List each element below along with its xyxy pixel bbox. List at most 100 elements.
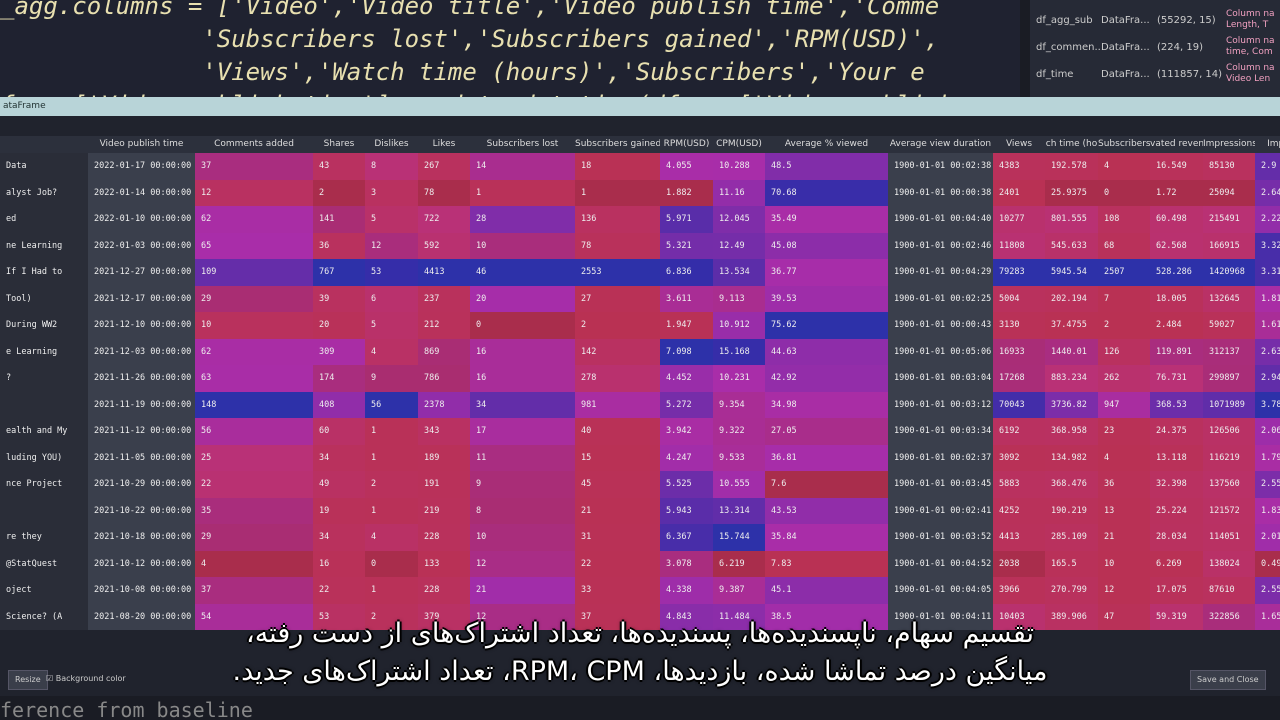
column-header[interactable]: vated reven [1150,136,1204,153]
table-cell: 6.219 [713,550,765,577]
table-cell: 1.83 [1255,497,1280,524]
table-cell: 1900-01-01 00:05:06 [888,338,993,365]
subtitle: میانگین درصد تماشا شده، بازدیدها، RPM، C… [232,656,1048,687]
table-cell: 3966 [993,577,1045,604]
column-header[interactable]: Subscribers gained [575,136,661,153]
table-cell: 37 [195,577,313,604]
table-cell: 2021-08-20 00:00:00 [88,603,195,630]
column-header[interactable]: Views [993,136,1046,153]
row-label[interactable]: ? [0,365,88,392]
table-cell: 16933 [993,338,1045,365]
row-label[interactable]: Tool) [0,285,88,312]
column-header[interactable]: Average view duration [888,136,994,153]
table-cell: 262 [1098,365,1150,392]
table-cell: 4.247 [660,444,713,471]
background-color-checkbox[interactable]: ☑ Background color [46,674,126,683]
row-label[interactable]: oject [0,577,88,604]
row-label[interactable]: ealth and My [0,418,88,445]
column-header[interactable]: Subscribers [1098,136,1151,153]
row-label[interactable]: ne Learning [0,232,88,259]
table-cell: 31 [575,524,660,551]
column-header[interactable]: Impressions [1203,136,1256,153]
save-close-button[interactable]: Save and Close [1190,670,1266,690]
table-cell: 76.731 [1150,365,1203,392]
row-label[interactable]: @StatQuest [0,550,88,577]
row-label[interactable]: nce Project [0,471,88,498]
row-label[interactable] [0,391,88,418]
column-header[interactable]: CPM(USD) [713,136,766,153]
variable-row[interactable]: time, Comme [1030,0,1280,6]
row-label[interactable]: If I Had to [0,259,88,286]
table-cell: 34 [470,391,575,418]
row-label[interactable]: Science? (A [0,603,88,630]
table-cell: 65 [195,232,313,259]
table-cell: 62.568 [1150,232,1203,259]
table-cell: 70043 [993,391,1045,418]
dialog-title: ataFrame [3,101,46,111]
column-header[interactable]: ch time (ho [1045,136,1099,153]
table-cell: 141 [313,206,365,233]
table-cell: 5.272 [660,391,713,418]
variable-row[interactable]: df_time DataFra... (111857, 14) Column na V… [1030,61,1280,87]
table-cell: 228 [418,524,470,551]
table-cell: 17.075 [1150,577,1203,604]
table-cell: 137560 [1203,471,1255,498]
table-cell: 6.367 [660,524,713,551]
table-cell: 2 [365,603,418,630]
variable-explorer: time, Comme df_agg_sub DataFra... (55292, 1… [1030,0,1280,97]
variable-row[interactable]: df_commen... DataFra... (224, 19) Column na… [1030,34,1280,60]
row-label[interactable]: alyst Job? [0,179,88,206]
table-cell: 138024 [1203,550,1255,577]
table-cell: 9 [470,471,575,498]
table-cell: 947 [1098,391,1150,418]
column-header[interactable]: Dislikes [365,136,419,153]
table-cell: 12.49 [713,232,765,259]
row-label[interactable]: ed [0,206,88,233]
table-cell: 3130 [993,312,1045,339]
column-header[interactable]: Likes [418,136,471,153]
table-cell: 39.53 [765,285,888,312]
table-cell: 46 [470,259,575,286]
table-cell: 34 [313,444,365,471]
table-cell: 4.055 [660,153,713,180]
table-cell: 5.321 [660,232,713,259]
table-cell: 17 [470,418,575,445]
column-header[interactable]: Impr [1255,136,1280,153]
row-label[interactable]: re they [0,524,88,551]
table-cell: 1900-01-01 00:03:34 [888,418,993,445]
table-cell: 2022-01-14 00:00:00 [88,179,195,206]
column-header[interactable]: Video publish time [88,136,196,153]
column-header[interactable]: Average % viewed [765,136,889,153]
table-cell: 2038 [993,550,1045,577]
variable-cell: DataFra... [1101,15,1150,26]
row-label[interactable]: During WW2 [0,312,88,339]
table-cell: 48.5 [765,153,888,180]
table-cell: 7.098 [660,338,713,365]
table-cell: 24.375 [1150,418,1203,445]
table-cell: 13.314 [713,497,765,524]
table-cell: 12 [195,179,313,206]
column-header[interactable]: Subscribers lost [470,136,576,153]
row-label[interactable]: e Learning [0,338,88,365]
table-cell: 8 [365,153,418,180]
table-cell: 7.6 [765,471,888,498]
resize-button[interactable]: Resize [8,670,48,690]
column-header[interactable] [0,136,89,153]
table-cell: 9 [365,365,418,392]
table-cell: 56 [195,418,313,445]
column-header[interactable]: RPM(USD) [660,136,714,153]
table-cell: 11.16 [713,179,765,206]
variable-cell: Column na Length, T [1226,9,1275,30]
table-cell: 36 [313,232,365,259]
row-label[interactable]: luding YOU) [0,444,88,471]
table-cell: 22 [195,471,313,498]
row-label[interactable]: Data [0,153,88,180]
column-header[interactable]: Comments added [195,136,314,153]
table-cell: 237 [418,285,470,312]
row-label[interactable] [0,497,88,524]
table-cell: 2021-11-05 00:00:00 [88,444,195,471]
column-header[interactable]: Shares [313,136,366,153]
table-cell: 21 [575,497,660,524]
variable-row[interactable]: df_agg_sub DataFra... (55292, 15) Column na… [1030,7,1280,33]
table-cell: 11808 [993,232,1045,259]
